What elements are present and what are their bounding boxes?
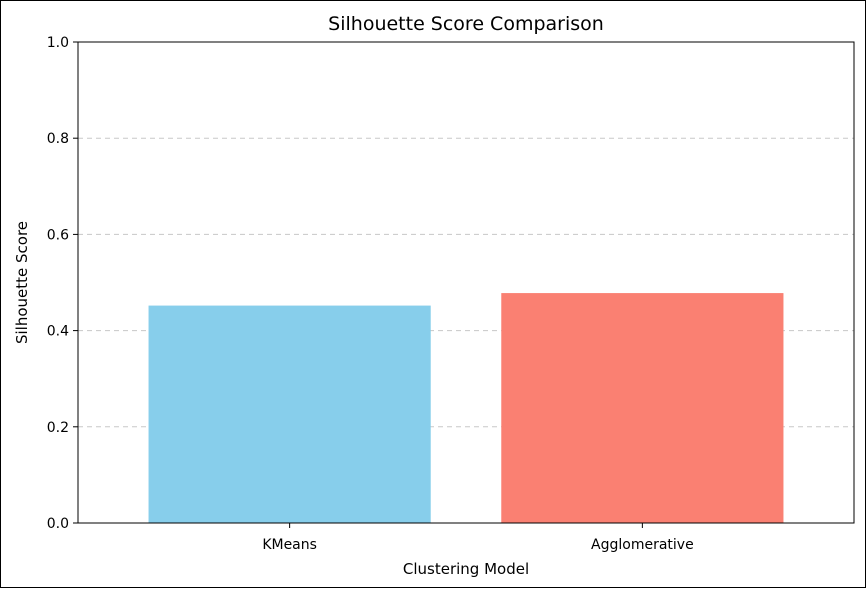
y-tick-label: 0.4 [47, 324, 69, 340]
y-tick-label: 0.6 [47, 227, 69, 243]
y-tick-label: 1.0 [47, 35, 69, 51]
y-axis-ticks: 0.0 0.2 0.4 0.6 0.8 1.0 [47, 35, 78, 532]
bar-agglomerative [501, 293, 784, 523]
x-axis-title: Clustering Model [403, 560, 529, 578]
bars [148, 293, 784, 523]
y-tick-label: 0.0 [47, 516, 69, 532]
x-tick-label: Agglomerative [591, 537, 694, 553]
y-tick-label: 0.8 [47, 131, 69, 147]
y-tick-label: 0.2 [47, 420, 69, 436]
y-axis-title: Silhouette Score [13, 221, 31, 344]
plot-frame [77, 41, 855, 524]
bar-kmeans [148, 305, 431, 523]
chart-title: Silhouette Score Comparison [328, 13, 604, 35]
x-tick-label: KMeans [262, 537, 317, 553]
x-axis-ticks: KMeans Agglomerative [262, 523, 694, 553]
